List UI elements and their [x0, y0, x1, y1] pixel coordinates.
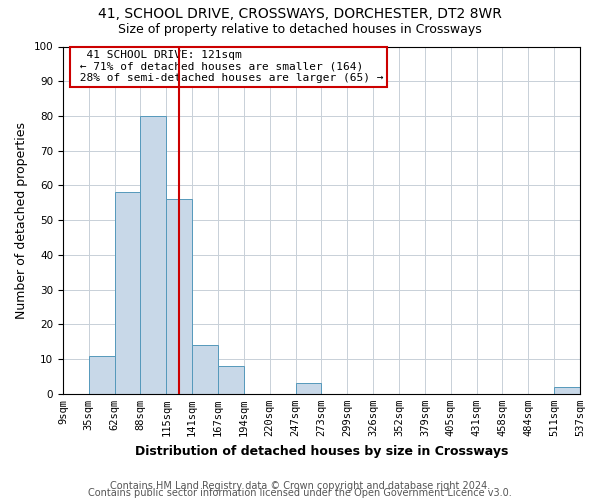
Bar [140, 116, 166, 394]
Text: Contains public sector information licensed under the Open Government Licence v3: Contains public sector information licen… [88, 488, 512, 498]
Bar [89, 356, 115, 394]
Text: Contains HM Land Registry data © Crown copyright and database right 2024.: Contains HM Land Registry data © Crown c… [110, 481, 490, 491]
Y-axis label: Number of detached properties: Number of detached properties [15, 122, 28, 318]
Bar [554, 387, 580, 394]
Text: 41, SCHOOL DRIVE, CROSSWAYS, DORCHESTER, DT2 8WR: 41, SCHOOL DRIVE, CROSSWAYS, DORCHESTER,… [98, 8, 502, 22]
Bar [296, 384, 322, 394]
Bar [218, 366, 244, 394]
Bar [166, 200, 192, 394]
Bar [192, 345, 218, 394]
Text: 41 SCHOOL DRIVE: 121sqm  
 ← 71% of detached houses are smaller (164)
 28% of se: 41 SCHOOL DRIVE: 121sqm ← 71% of detache… [73, 50, 384, 83]
Text: Size of property relative to detached houses in Crossways: Size of property relative to detached ho… [118, 22, 482, 36]
Bar [115, 192, 140, 394]
X-axis label: Distribution of detached houses by size in Crossways: Distribution of detached houses by size … [135, 444, 508, 458]
